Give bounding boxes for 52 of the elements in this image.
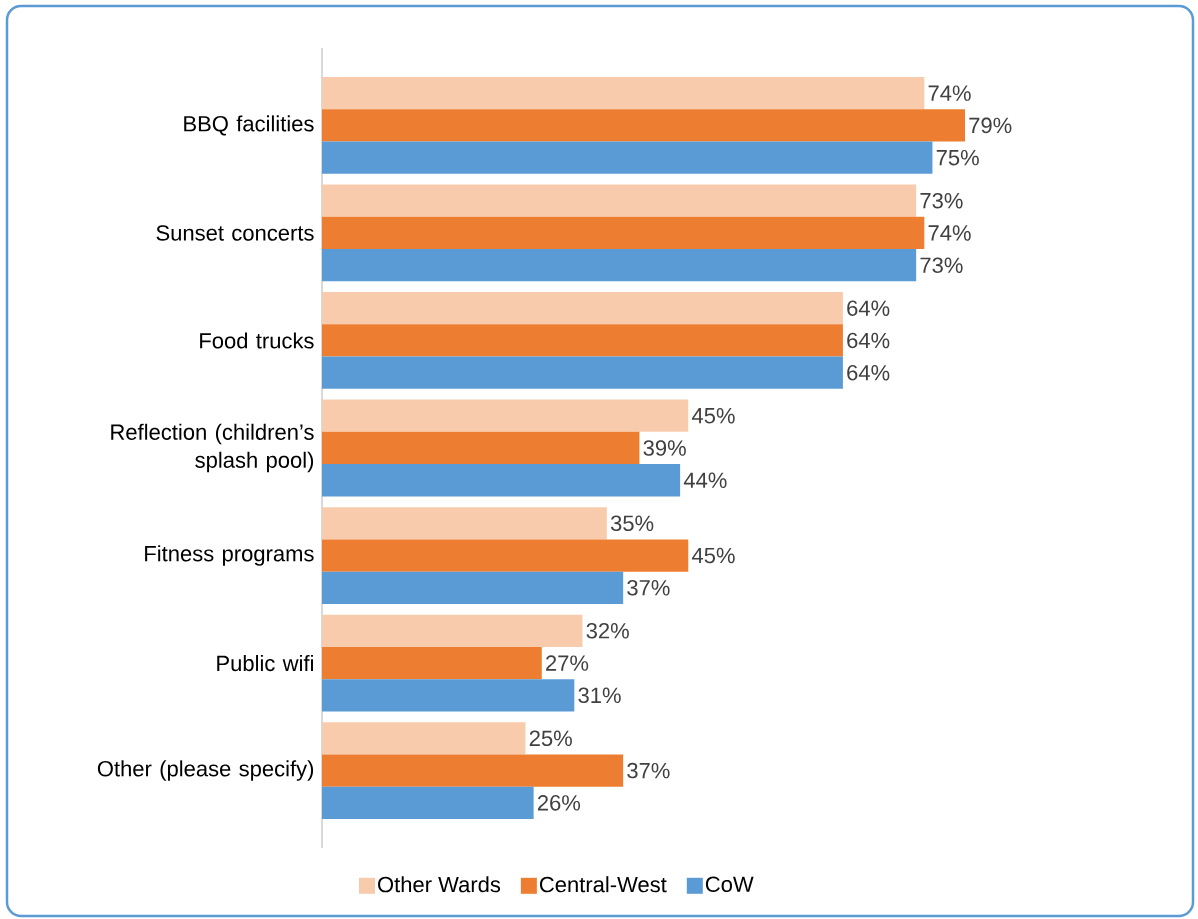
bar <box>322 292 843 325</box>
data-label: 39% <box>643 440 686 456</box>
bar <box>322 754 624 787</box>
legend-label: Other Wards <box>378 876 501 893</box>
bar <box>322 141 933 174</box>
data-label: 31% <box>578 687 621 704</box>
data-label: 44% <box>683 472 727 488</box>
data-label: 45% <box>691 407 735 424</box>
y-tick-label: Public wifi <box>217 654 313 672</box>
bar <box>322 722 526 755</box>
y-tick-label: BBQ facilities <box>184 115 314 136</box>
data-label: 74% <box>928 85 971 101</box>
data-label: 64% <box>847 364 890 381</box>
y-tick-label: Other (please specify) <box>97 760 314 781</box>
bar <box>322 216 925 250</box>
bar <box>322 324 843 357</box>
legend-label: Central-West <box>539 876 667 893</box>
bar <box>322 77 925 110</box>
bar <box>322 571 624 604</box>
bar <box>322 646 542 680</box>
data-label: 27% <box>546 655 589 671</box>
data-label: 64% <box>847 300 890 316</box>
data-label: 32% <box>586 623 629 639</box>
bar <box>322 539 689 572</box>
bar <box>322 431 640 465</box>
data-label: 79% <box>969 117 1012 134</box>
y-tick-label: Reflection (children’s splash pool) <box>111 423 314 473</box>
bar <box>322 109 966 142</box>
bar <box>322 679 575 712</box>
bar <box>322 399 689 432</box>
bar <box>322 356 843 389</box>
bar <box>322 464 681 497</box>
y-tick-label: Food trucks <box>200 332 314 349</box>
data-label: 45% <box>691 547 735 564</box>
bar <box>322 614 583 647</box>
bar <box>322 249 917 282</box>
y-tick-label: Sunset concerts <box>156 225 314 241</box>
data-label: 25% <box>529 730 572 747</box>
bar <box>322 184 917 217</box>
data-label: 73% <box>920 192 963 209</box>
bar <box>322 507 607 540</box>
data-label: 37% <box>627 579 670 596</box>
data-label: 74% <box>928 225 971 241</box>
data-label: 75% <box>936 149 979 166</box>
y-tick-label: Fitness programs <box>145 545 314 566</box>
data-label: 73% <box>920 257 963 273</box>
data-label: 35% <box>610 515 654 532</box>
data-label: 37% <box>627 762 670 779</box>
data-label: 26% <box>537 795 581 811</box>
data-label: 64% <box>847 332 890 349</box>
legend-label: CoW <box>705 876 754 893</box>
bar <box>322 786 534 819</box>
